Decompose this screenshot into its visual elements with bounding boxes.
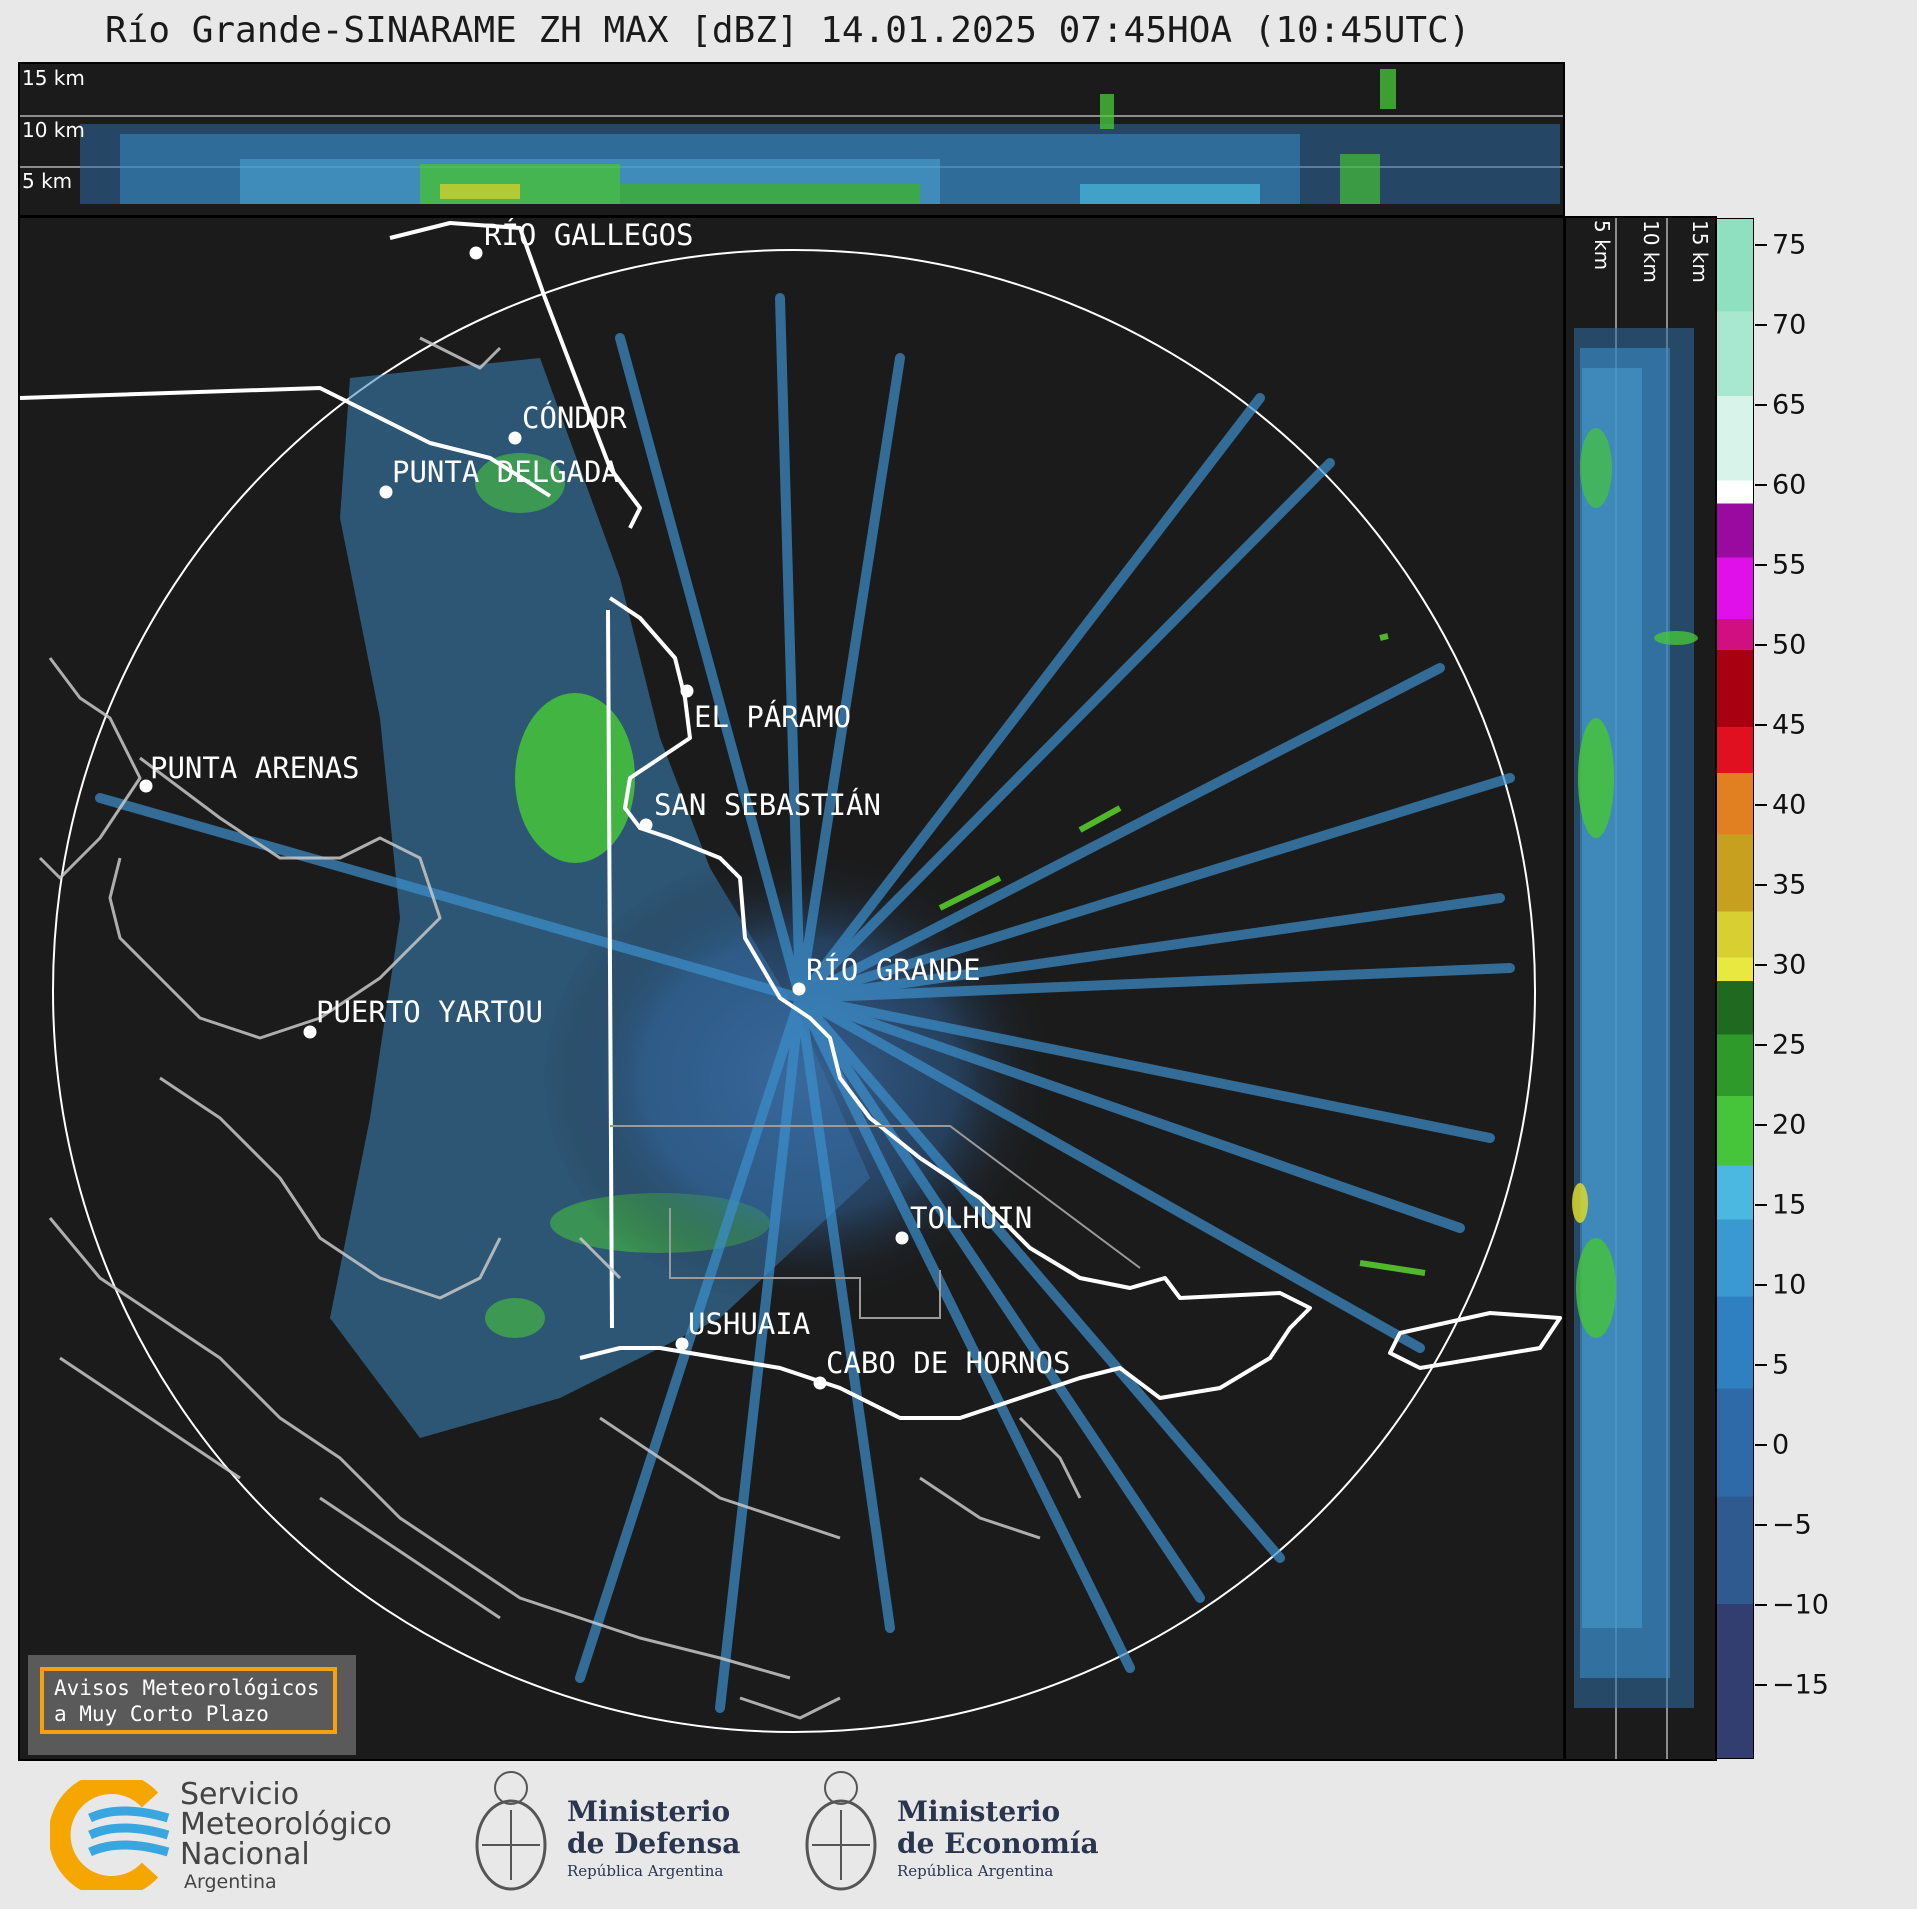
grey-coastline xyxy=(38,336,1082,1720)
smn-logo-line1: Servicio xyxy=(180,1777,300,1812)
chart-title: Río Grande-SINARAME ZH MAX [dBZ] 14.01.2… xyxy=(105,10,1471,51)
city-marker xyxy=(813,1376,827,1390)
top-cross-section-panel: 15 km 10 km 5 km xyxy=(18,62,1565,217)
economia-line2: de Economía xyxy=(897,1827,1099,1860)
city-label-el-paramo: EL PÁRAMO xyxy=(694,700,852,734)
side-cross-section-panel: 5 km 10 km 15 km xyxy=(1564,216,1717,1761)
defensa-line3: República Argentina xyxy=(567,1862,724,1880)
colorbar-tick xyxy=(1755,724,1767,726)
city-label-condor: CÓNDOR xyxy=(522,401,627,435)
smn-logo-line4: Argentina xyxy=(184,1871,277,1893)
city-marker xyxy=(792,982,806,996)
economia-line3: República Argentina xyxy=(897,1862,1054,1880)
colorbar-tick xyxy=(1755,324,1767,326)
city-marker xyxy=(303,1025,317,1039)
colorbar-tick xyxy=(1755,1444,1767,1446)
colorbar-tick-label: 75 xyxy=(1772,229,1807,261)
colorbar-tick-label: 0 xyxy=(1772,1429,1790,1461)
smn-logo-line2: Meteorológico xyxy=(180,1807,392,1842)
colorbar-tick-label: 45 xyxy=(1772,709,1807,741)
city-label-rio-grande: RÍO GRANDE xyxy=(806,953,981,987)
colorbar-tick xyxy=(1755,884,1767,886)
city-marker xyxy=(508,431,522,445)
colorbar-tick-label: 25 xyxy=(1772,1029,1807,1061)
colorbar-tick xyxy=(1755,1524,1767,1526)
defensa-line2: de Defensa xyxy=(567,1827,741,1860)
colorbar-tick-label: 65 xyxy=(1772,389,1807,421)
colorbar-tick-label: 10 xyxy=(1772,1269,1807,1301)
top-altitude-label: 5 km xyxy=(22,169,73,193)
smn-logo-line3: Nacional xyxy=(180,1837,310,1872)
city-label-ushuaia: USHUAIA xyxy=(688,1307,811,1341)
colorbar-tick-label: 40 xyxy=(1772,789,1807,821)
colorbar-tick-label: 20 xyxy=(1772,1109,1807,1141)
coat-of-arms-icon xyxy=(805,1771,877,1891)
boundary-line xyxy=(610,1125,1141,1319)
side-altitude-label: 15 km xyxy=(1688,220,1712,283)
colorbar-tick-label: 15 xyxy=(1772,1189,1807,1221)
colorbar-tick xyxy=(1755,1044,1767,1046)
city-label-punta-arenas: PUNTA ARENAS xyxy=(150,751,360,785)
avisos-line1: Avisos Meteorológicos xyxy=(54,1676,320,1700)
city-marker xyxy=(469,246,483,260)
colorbar-tick xyxy=(1755,1284,1767,1286)
colorbar-tick-label: −10 xyxy=(1772,1589,1829,1621)
range-ring xyxy=(52,249,1536,1733)
city-marker xyxy=(139,779,153,793)
colorbar-tick xyxy=(1755,1204,1767,1206)
colorbar-tick xyxy=(1755,964,1767,966)
radar-map xyxy=(20,221,1562,1733)
city-label-punta-delgada: PUNTA DELGADA xyxy=(392,455,619,489)
city-label-san-sebastian: SAN SEBASTIÁN xyxy=(654,788,881,822)
colorbar-tick xyxy=(1755,1364,1767,1366)
colorbar-tick xyxy=(1755,484,1767,486)
avisos-line2: a Muy Corto Plazo xyxy=(54,1702,269,1726)
colorbar-tick-label: 60 xyxy=(1772,469,1807,501)
side-altitude-label: 5 km xyxy=(1590,220,1614,271)
city-label-cabo-de-hornos: CABO DE HORNOS xyxy=(826,1346,1071,1380)
colorbar xyxy=(1716,218,1754,1759)
colorbar-tick xyxy=(1755,1684,1767,1686)
colorbar-tick-label: 70 xyxy=(1772,309,1807,341)
colorbar-tick xyxy=(1755,1604,1767,1606)
colorbar-tick xyxy=(1755,644,1767,646)
city-marker xyxy=(680,684,694,698)
avisos-badge[interactable]: Avisos Meteorológicos a Muy Corto Plazo xyxy=(28,1655,356,1755)
avisos-badge-frame: Avisos Meteorológicos a Muy Corto Plazo xyxy=(40,1667,337,1734)
colorbar-tick-label: 35 xyxy=(1772,869,1807,901)
side-altitude-label: 10 km xyxy=(1639,220,1663,283)
colorbar-tick-label: −5 xyxy=(1772,1509,1812,1541)
city-label-puerto-yartou: PUERTO YARTOU xyxy=(316,995,543,1029)
coat-of-arms-icon xyxy=(475,1771,547,1891)
colorbar-tick xyxy=(1755,804,1767,806)
colorbar-tick xyxy=(1755,404,1767,406)
top-altitude-label: 10 km xyxy=(22,118,85,142)
colorbar-tick-label: 5 xyxy=(1772,1349,1790,1381)
top-altitude-label: 15 km xyxy=(22,66,85,90)
side-cross-section-echoes xyxy=(1572,218,1698,1759)
city-marker xyxy=(675,1337,689,1351)
colorbar-tick-label: −15 xyxy=(1772,1669,1829,1701)
city-marker xyxy=(639,818,653,832)
radial-streaks xyxy=(95,293,1515,1713)
colorbar-tick-label: 30 xyxy=(1772,949,1807,981)
colorbar-tick xyxy=(1755,564,1767,566)
echo-core xyxy=(515,693,635,863)
colorbar-tick-label: 50 xyxy=(1772,629,1807,661)
top-cross-section-echoes xyxy=(20,69,1563,204)
colorbar-tick xyxy=(1755,1124,1767,1126)
economia-line1: Ministerio xyxy=(897,1795,1061,1828)
city-marker xyxy=(895,1231,909,1245)
city-marker xyxy=(379,485,393,499)
colorbar-tick xyxy=(1755,244,1767,246)
smn-logo-icon xyxy=(50,1780,170,1890)
coastline xyxy=(20,221,1562,1420)
city-label-tolhuin: TOLHUIN xyxy=(910,1201,1033,1235)
colorbar-tick-label: 55 xyxy=(1772,549,1807,581)
city-label-rio-gallegos: RÍO GALLEGOS xyxy=(484,218,694,252)
defensa-line1: Ministerio xyxy=(567,1795,731,1828)
radar-map-panel[interactable]: RÍO GALLEGOS CÓNDOR PUNTA DELGADA EL PÁR… xyxy=(18,216,1565,1761)
